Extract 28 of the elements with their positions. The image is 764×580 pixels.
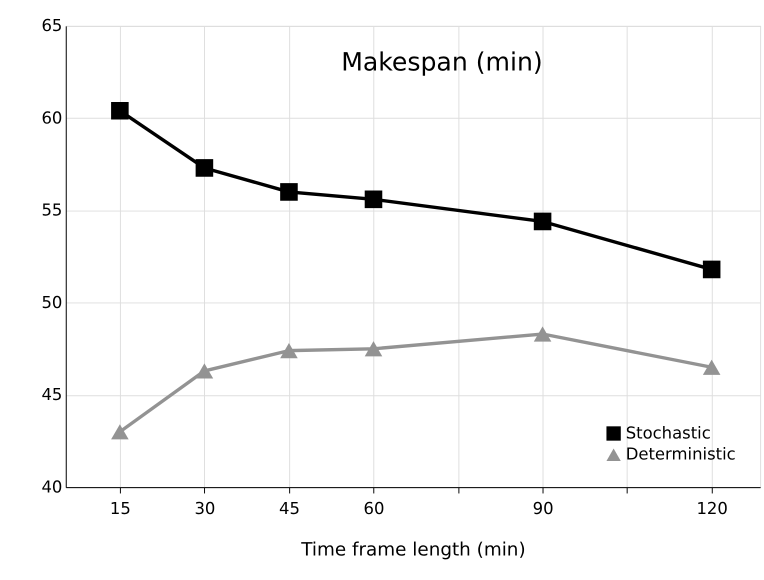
legend-label: Deterministic: [626, 444, 736, 464]
y-tick-label: 65: [41, 16, 62, 36]
point: [534, 212, 552, 230]
point: [534, 326, 552, 342]
x-tick-label: 60: [364, 498, 384, 518]
point: [702, 260, 720, 278]
text: Makespan (min): [341, 47, 543, 76]
y-tick-label: 40: [41, 477, 62, 496]
x-tick-label: 15: [110, 498, 131, 518]
point: [280, 343, 298, 358]
x-tick-label: 90: [532, 498, 554, 518]
point: [196, 159, 214, 177]
x-tick-label: 120: [696, 498, 728, 518]
point: [196, 363, 214, 379]
point: [111, 102, 129, 120]
y-tick-label: 50: [41, 292, 62, 312]
y-tick-label: 60: [41, 108, 62, 128]
point: [280, 183, 298, 201]
y-tick-label: 55: [41, 200, 62, 220]
x-axis-title: Time frame length (min): [300, 539, 526, 560]
point: [364, 190, 382, 208]
point: [364, 341, 382, 356]
point: [702, 360, 720, 375]
legend-label: Stochastic: [626, 423, 711, 442]
x-tick-label: 30: [194, 498, 216, 518]
x-tick-label: 45: [278, 498, 300, 518]
y-tick-label: 45: [41, 385, 62, 404]
point: [111, 424, 129, 440]
